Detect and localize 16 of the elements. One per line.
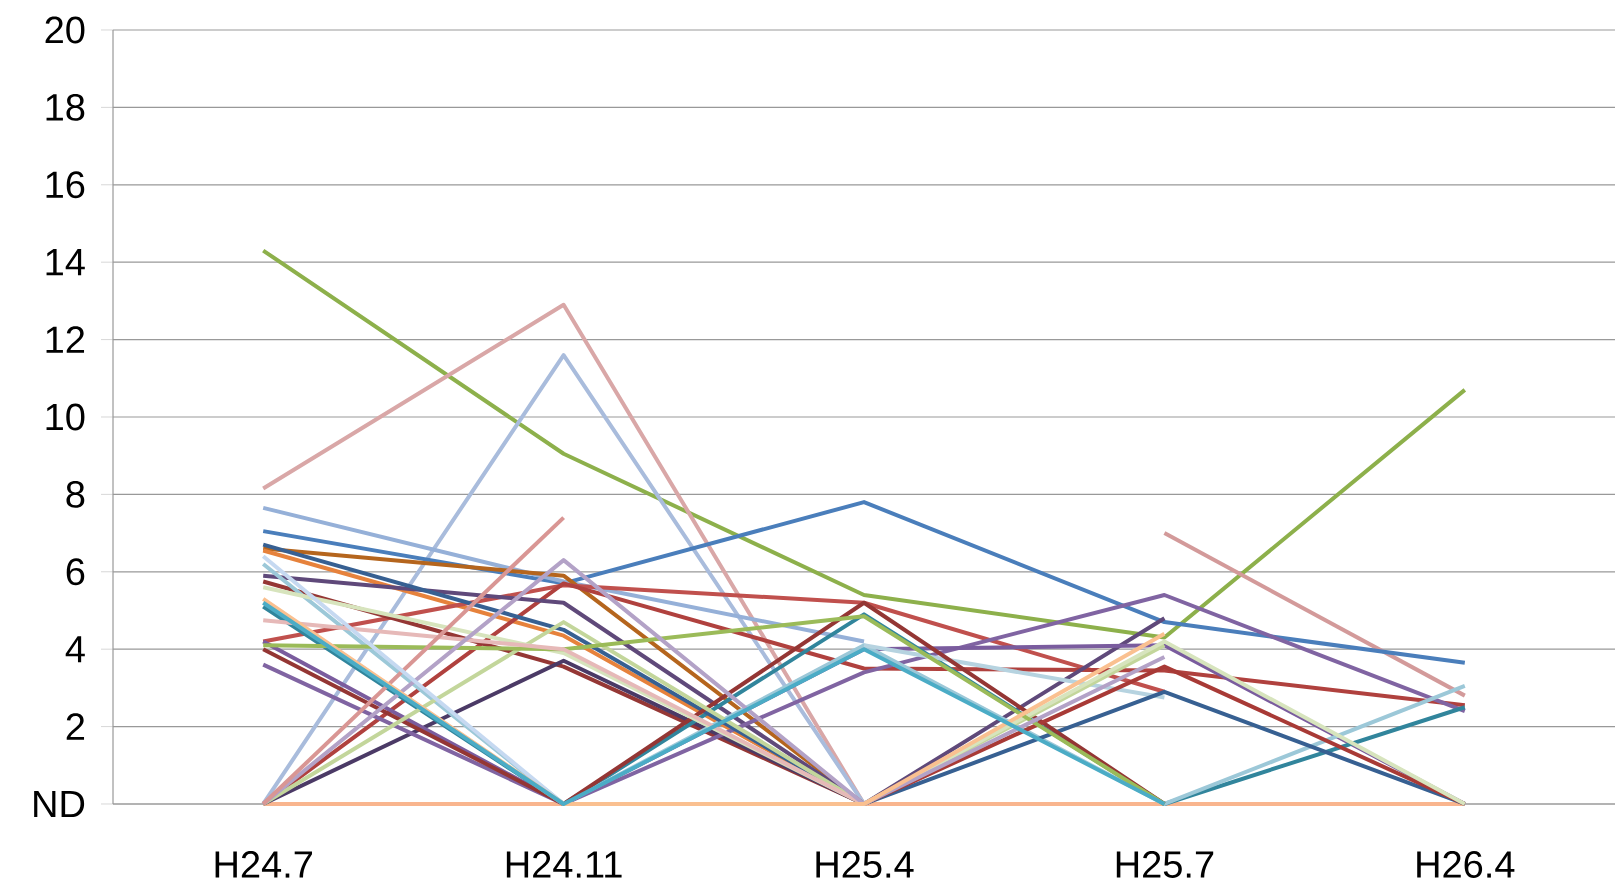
- x-tick-label: H24.7: [215, 851, 312, 878]
- x-tick-label: H26.4: [1417, 851, 1515, 878]
- x-tick-label: H25.7: [1116, 851, 1214, 878]
- y-tick-label: 2: [66, 713, 85, 740]
- y-tick-label: 14: [46, 249, 85, 276]
- x-tick-label: H24.11: [506, 851, 622, 878]
- y-tick-label: 8: [66, 480, 85, 508]
- y-tick-label: 12: [46, 326, 85, 353]
- y-tick-label: 10: [46, 403, 85, 431]
- y-tick-label: 16: [46, 171, 85, 199]
- y-tick-label: ND: [34, 790, 85, 818]
- x-tick-label: H25.4: [816, 851, 914, 878]
- y-tick-label: 18: [46, 93, 85, 121]
- y-tick-label: 4: [65, 636, 85, 663]
- y-tick-label: 6: [66, 558, 85, 586]
- y-tick-label: 20: [45, 16, 85, 44]
